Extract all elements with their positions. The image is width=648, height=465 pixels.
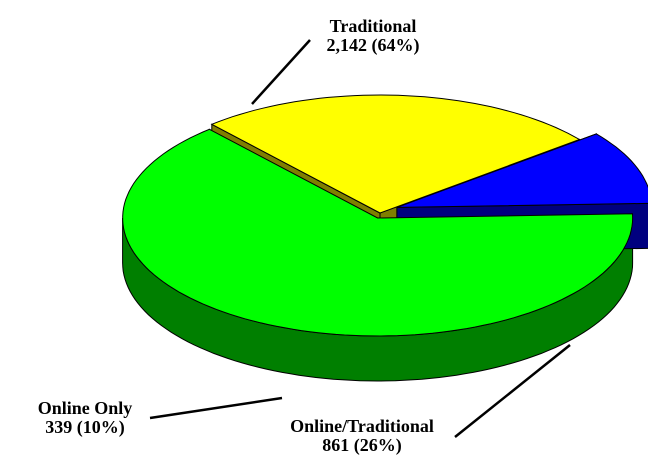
slice-label: Online/Traditional (290, 416, 434, 436)
slice-value-label: 861 (26%) (322, 435, 402, 456)
leader-line (251, 39, 311, 105)
slice-label: Online Only (38, 398, 133, 418)
slice (122, 128, 634, 337)
slice-label: Traditional (330, 16, 417, 36)
leader-line (454, 344, 571, 438)
slice-value-label: 339 (10%) (45, 417, 125, 438)
slice (210, 94, 581, 214)
leader-line (149, 396, 283, 420)
slice-tops (122, 94, 648, 337)
slice (396, 133, 648, 208)
slice-value-label: 2,142 (64%) (327, 35, 420, 56)
